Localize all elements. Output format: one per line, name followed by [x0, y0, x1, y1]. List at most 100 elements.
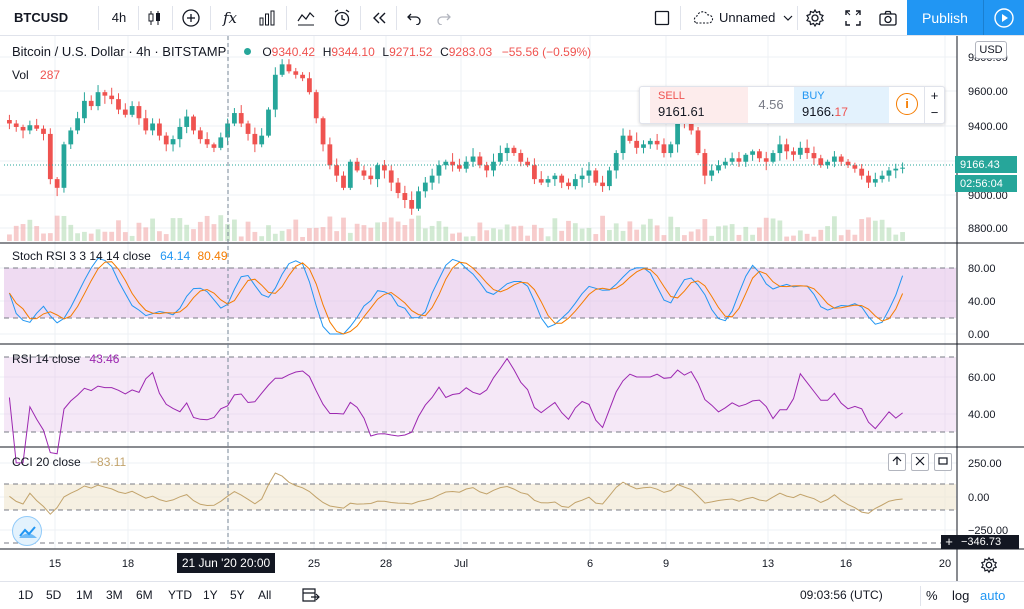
- volume-bar: [511, 226, 517, 241]
- range-button-1d[interactable]: 1D: [18, 588, 34, 602]
- log-scale-button[interactable]: log: [952, 588, 970, 603]
- candle-body: [709, 170, 715, 176]
- replay-button[interactable]: [364, 0, 394, 35]
- volume-bar: [545, 236, 551, 241]
- stoch-legend: Stoch RSI 3 3 14 14 close 64.14 80.49: [12, 249, 228, 263]
- candle-body: [116, 99, 121, 110]
- financials-button[interactable]: [252, 0, 282, 35]
- volume-bar: [375, 222, 380, 241]
- pane-maximize-button[interactable]: [934, 453, 952, 471]
- high-label: H: [322, 45, 332, 59]
- candle-body: [320, 118, 326, 145]
- buy-button[interactable]: BUY 9166.17: [794, 87, 889, 123]
- candle-body: [361, 170, 367, 176]
- candle-body: [750, 151, 755, 155]
- candle-body: [286, 64, 292, 72]
- volume-bar: [204, 215, 210, 241]
- currency-badge[interactable]: USD: [975, 41, 1007, 59]
- candle-body: [341, 175, 346, 188]
- layout-menu-button[interactable]: Unnamed: [684, 0, 796, 35]
- crosshair-plus-icon[interactable]: +: [941, 535, 957, 549]
- range-button-1m[interactable]: 1M: [76, 588, 93, 602]
- candle-body: [872, 179, 878, 183]
- stoch-k-line: [8, 257, 904, 335]
- candle-body: [579, 175, 585, 180]
- publish-button[interactable]: Publish: [907, 0, 983, 35]
- templates-button[interactable]: [290, 0, 322, 35]
- interval-button[interactable]: 4h: [100, 0, 138, 35]
- candle-body: [497, 153, 503, 162]
- plus-icon[interactable]: +: [930, 88, 939, 103]
- snapshot-button[interactable]: [873, 0, 903, 35]
- candle-body: [736, 158, 742, 162]
- volume-bar: [770, 218, 776, 241]
- candle-body: [900, 167, 905, 169]
- range-button-3m[interactable]: 3M: [106, 588, 123, 602]
- tradingview-logo[interactable]: [12, 516, 42, 546]
- range-button-all[interactable]: All: [258, 588, 272, 602]
- goto-date-button[interactable]: [300, 586, 330, 606]
- gear-icon: [980, 556, 998, 574]
- publish-dropdown-button[interactable]: [983, 0, 1024, 35]
- candle-body: [47, 133, 53, 180]
- volume-bar: [627, 221, 633, 241]
- undo-button[interactable]: [400, 0, 428, 35]
- symbol-search-button[interactable]: BTCUSD: [4, 0, 94, 35]
- range-button-5d[interactable]: 5D: [46, 588, 62, 602]
- range-button-1y[interactable]: 1Y: [203, 588, 218, 602]
- volume-bar: [320, 227, 326, 241]
- candle-body: [722, 161, 728, 166]
- pane-move-up-button[interactable]: [888, 453, 906, 471]
- minus-icon[interactable]: −: [930, 105, 939, 120]
- candle-body: [122, 109, 128, 115]
- chart-area[interactable]: 9800.009600.009400.009000.008800.0080.00…: [0, 36, 1024, 581]
- candle-body: [702, 153, 708, 176]
- volume-bar: [811, 236, 817, 241]
- compare-button[interactable]: [176, 0, 206, 35]
- price-tick-label: 9000.00: [968, 190, 1008, 202]
- change-value: −55.56 (−0.59%): [501, 45, 592, 59]
- indicators-button[interactable]: fx: [214, 0, 246, 35]
- fullscreen-button[interactable]: [838, 0, 868, 35]
- sell-button[interactable]: SELL 9161.61: [650, 87, 748, 123]
- candle-body: [163, 135, 169, 145]
- volume-bar: [722, 225, 728, 241]
- volume-bar: [286, 229, 292, 241]
- stoch-tick-label: 40.00: [968, 296, 996, 308]
- candle-body: [647, 140, 653, 145]
- volume-bar: [457, 232, 462, 241]
- range-button-ytd[interactable]: YTD: [168, 588, 192, 602]
- select-mode-button[interactable]: [648, 0, 676, 35]
- time-tick-label: 18: [122, 558, 134, 570]
- percent-scale-button[interactable]: %: [926, 588, 938, 603]
- range-button-5y[interactable]: 5Y: [230, 588, 245, 602]
- range-button-6m[interactable]: 6M: [136, 588, 153, 602]
- settings-button[interactable]: [800, 0, 830, 35]
- candle-body: [886, 170, 892, 176]
- candle-body: [525, 161, 530, 166]
- chart-canvas[interactable]: 9800.009600.009400.009000.008800.0080.00…: [0, 36, 1024, 581]
- candle-body: [388, 170, 394, 183]
- pane-close-button[interactable]: [911, 453, 929, 471]
- redo-button[interactable]: [430, 0, 458, 35]
- bottom-toolbar: 1D 5D 1M 3M 6M YTD 1Y 5Y All 09:03:56 (UTC) % lo…: [0, 581, 1024, 609]
- volume-bar: [402, 225, 408, 241]
- toolbar-divider: [680, 6, 681, 30]
- candle-body: [197, 130, 203, 140]
- candles-style-button[interactable]: [140, 0, 170, 35]
- chart-settings-button[interactable]: [980, 556, 1000, 574]
- info-icon[interactable]: i: [896, 93, 918, 115]
- volume-bar: [832, 216, 837, 241]
- candles-icon: [148, 10, 160, 25]
- toolbar-divider: [797, 6, 798, 30]
- candle-body: [109, 95, 115, 100]
- volume-bar: [163, 234, 169, 241]
- candle-body: [232, 113, 237, 124]
- utc-clock[interactable]: 09:03:56 (UTC): [800, 588, 883, 602]
- volume-bar: [859, 219, 865, 241]
- volume-bar: [532, 224, 537, 241]
- alert-button[interactable]: [326, 0, 358, 35]
- candle-body: [272, 74, 278, 110]
- auto-scale-button[interactable]: auto: [980, 588, 1006, 603]
- candle-body: [259, 135, 265, 145]
